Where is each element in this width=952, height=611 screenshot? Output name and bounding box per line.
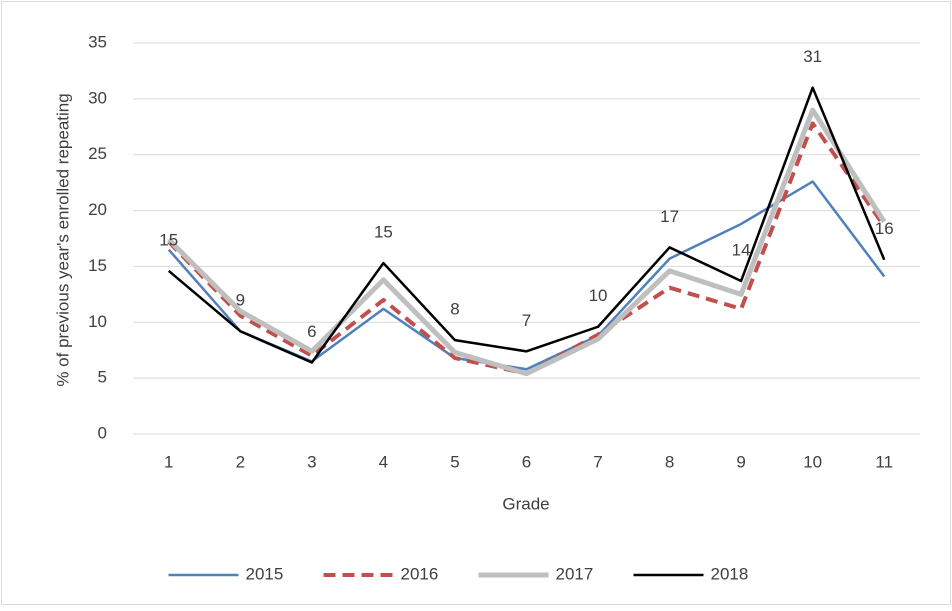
legend-label: 2017 — [556, 564, 594, 583]
y-tick-label: 5 — [98, 368, 107, 387]
x-tick-label: 10 — [803, 452, 822, 471]
x-tick-label: 3 — [307, 452, 316, 471]
y-tick-label: 15 — [88, 256, 107, 275]
y-tick-label: 10 — [88, 312, 107, 331]
legend-label: 2015 — [246, 564, 284, 583]
series-line — [167, 107, 887, 377]
y-tick-label: 0 — [98, 423, 107, 442]
x-tick-label: 8 — [665, 452, 674, 471]
x-tick-label: 5 — [450, 452, 459, 471]
x-tick-label: 11 — [875, 452, 893, 471]
series-line — [167, 86, 886, 364]
data-label: 8 — [450, 300, 459, 319]
data-label: 14 — [732, 240, 751, 259]
data-label: 6 — [307, 322, 316, 341]
y-axis-title: % of previous year's enrolled repeating — [53, 93, 72, 386]
y-tick-label: 25 — [88, 144, 107, 163]
x-axis-title: Grade — [502, 494, 549, 513]
x-tick-label: 1 — [164, 452, 173, 471]
data-label: 10 — [589, 286, 608, 305]
data-label: 15 — [374, 223, 393, 242]
data-label: 17 — [660, 207, 679, 226]
data-label: 9 — [236, 291, 245, 310]
x-tick-label: 6 — [522, 452, 531, 471]
data-label: 16 — [875, 219, 894, 238]
x-tick-label: 9 — [736, 452, 745, 471]
data-label: 31 — [803, 47, 822, 66]
y-tick-label: 20 — [88, 200, 107, 219]
x-tick-label: 4 — [379, 452, 388, 471]
data-label: 7 — [522, 311, 531, 330]
x-tick-label: 2 — [236, 452, 245, 471]
y-tick-label: 30 — [88, 88, 107, 107]
x-tick-label: 7 — [593, 452, 602, 471]
data-label: 15 — [159, 230, 178, 249]
legend-label: 2016 — [401, 564, 439, 583]
y-tick-label: 35 — [88, 32, 107, 51]
legend-label: 2018 — [711, 564, 749, 583]
